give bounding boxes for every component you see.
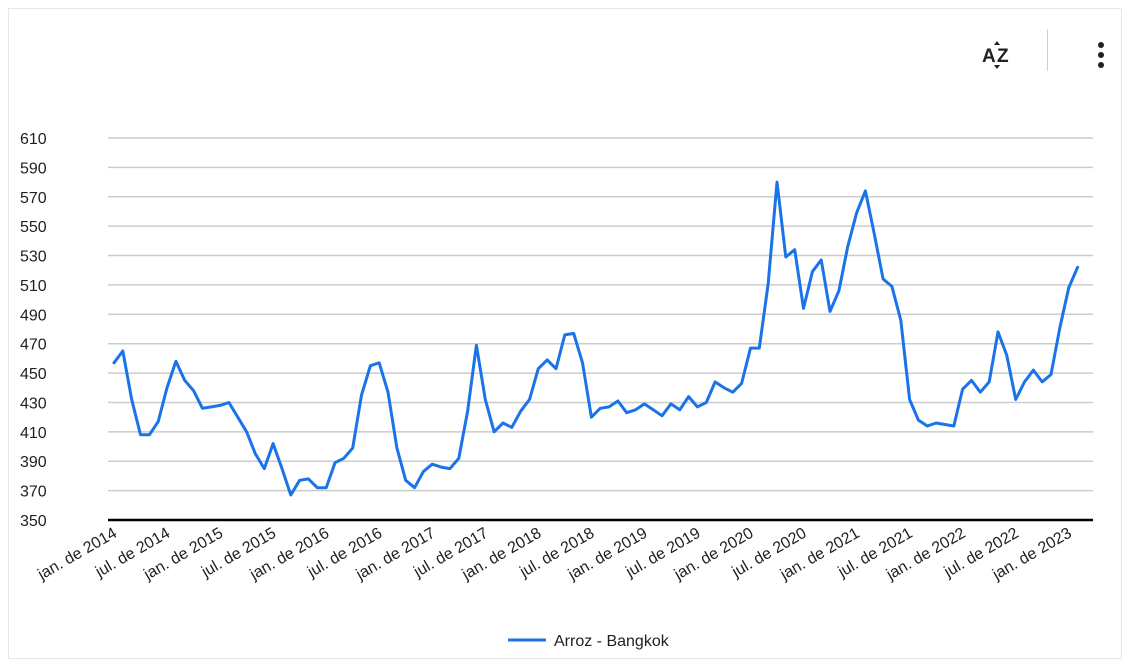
y-tick-label: 390 bbox=[20, 454, 47, 471]
y-tick-label: 470 bbox=[20, 337, 47, 354]
y-tick-label: 590 bbox=[20, 160, 47, 177]
y-tick-label: 410 bbox=[20, 425, 47, 442]
y-tick-label: 510 bbox=[20, 278, 47, 295]
y-tick-label: 550 bbox=[20, 219, 47, 236]
toolbar-divider bbox=[1047, 29, 1048, 71]
y-tick-label: 370 bbox=[20, 484, 47, 501]
y-tick-label: 450 bbox=[20, 366, 47, 383]
series-line-arroz-bangkok bbox=[112, 180, 1080, 497]
more-vertical-icon[interactable] bbox=[1089, 37, 1113, 73]
legend: Arroz - Bangkok bbox=[508, 633, 670, 650]
y-tick-label: 530 bbox=[20, 249, 47, 266]
legend-label: Arroz - Bangkok bbox=[554, 633, 670, 650]
y-tick-label: 570 bbox=[20, 190, 47, 207]
y-tick-label: 610 bbox=[20, 131, 47, 148]
svg-text:Z: Z bbox=[997, 46, 1009, 67]
y-tick-label: 430 bbox=[20, 395, 47, 412]
svg-text:A: A bbox=[982, 46, 996, 67]
y-tick-label: 350 bbox=[20, 513, 47, 530]
y-tick-label: 490 bbox=[20, 307, 47, 324]
sort-az-icon[interactable]: A Z bbox=[977, 37, 1017, 73]
